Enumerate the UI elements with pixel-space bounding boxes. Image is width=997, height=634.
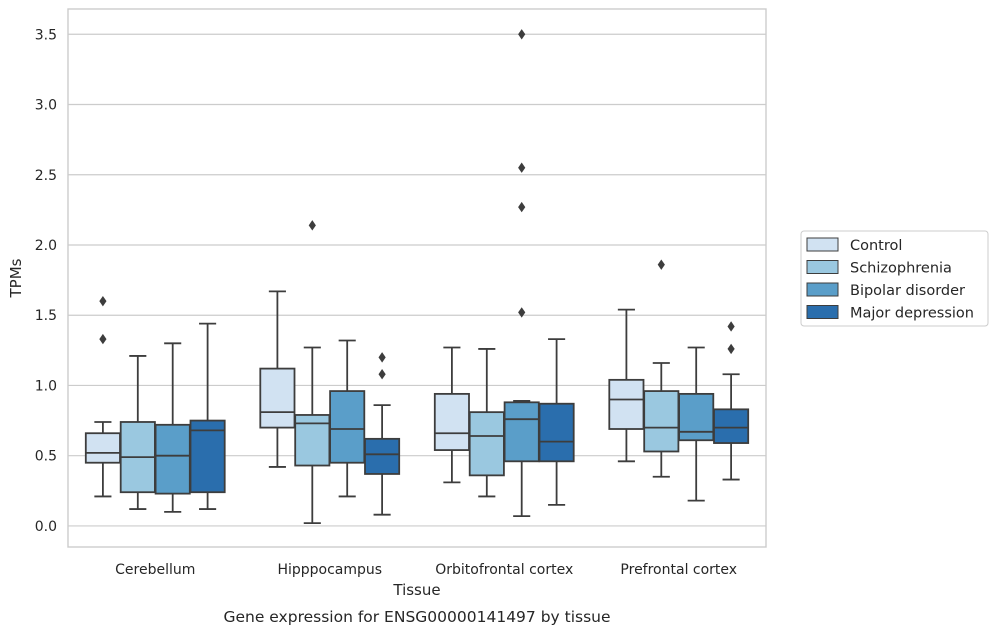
legend-items: Control Schizophrenia Bipolar disorder Majo… [806,237,974,322]
y-tick-label: 2.5 [35,168,57,184]
outlier-point [99,295,107,307]
x-tick-label: Prefrontal cortex [620,562,737,578]
y-tick-label: 2.0 [35,238,57,254]
box-orbitofrontal-cortex-bipolar-disorder [503,29,540,517]
outlier-point [378,369,386,380]
box-cerebellum-control [84,295,121,498]
y-axis-title: TPMs [7,258,25,298]
box-hipppocampus-bipolar-disorder [329,339,366,498]
chart-caption: Gene expression for ENSG00000141497 by t… [223,608,610,626]
outlier-point [308,220,316,231]
legend-swatch [806,282,839,297]
outlier-point [378,352,386,363]
box-cerebellum-bipolar-disorder [154,342,191,513]
outlier-point [518,307,526,318]
plot-frame [67,8,767,548]
box-cerebellum-schizophrenia [119,355,156,510]
x-axis-title: Tissue [392,581,440,599]
box-body [538,402,575,463]
legend-swatch [806,305,839,319]
box-body [433,392,470,451]
box-prefrontal-cortex-bipolar-disorder [678,346,715,502]
box-hipppocampus-schizophrenia [294,220,331,525]
legend: Control Schizophrenia Bipolar disorder Majo… [800,230,989,327]
y-tick-label: 1.5 [35,308,57,324]
box-body [154,423,191,495]
x-tick-label: Hipppocampus [277,562,382,578]
outlier-point [518,201,526,213]
x-tick-label: Cerebellum [115,562,195,578]
box-prefrontal-cortex-control [608,308,645,463]
box-body [608,378,645,430]
box-body [259,367,296,429]
box-hipppocampus-control [259,290,296,468]
legend-frame [800,230,989,327]
box-body [84,432,121,464]
legend-swatch [806,260,839,274]
y-tick-label: 3.0 [35,98,57,114]
legend-label: Schizophrenia [850,261,952,277]
legend-label: Major depression [850,306,974,322]
boxes [84,29,750,525]
box-body [503,401,540,463]
x-tick-labels: Cerebellum Hipppocampus Orbitofrontal cort… [115,562,737,578]
box-prefrontal-cortex-major-depression [713,321,750,481]
box-orbitofrontal-cortex-control [433,346,470,484]
y-tick-labels: 0.0 0.5 1.0 1.5 2.0 2.5 3.0 3.5 [35,27,57,535]
box-cerebellum-major-depression [189,322,226,510]
y-tick-label: 1.0 [35,378,57,394]
box-orbitofrontal-cortex-major-depression [538,338,575,506]
outlier-point [518,162,526,173]
box-prefrontal-cortex-schizophrenia [643,259,680,478]
box-body [678,392,715,442]
x-tick-label: Orbitofrontal cortex [435,562,573,578]
box-body [468,411,505,477]
legend-label: Control [850,238,902,254]
outlier-point [727,343,735,355]
box-body [713,408,750,444]
y-tick-label: 0.0 [35,519,57,535]
legend-label: Bipolar disorder [850,283,965,299]
box-body [364,437,401,475]
outlier-point [657,259,665,270]
outlier-point [727,321,735,332]
y-tick-label: 0.5 [35,449,57,465]
legend-swatch [806,237,839,252]
outlier-point [518,29,526,40]
outlier-point [99,333,107,345]
box-body [643,390,680,453]
box-orbitofrontal-cortex-schizophrenia [468,348,505,498]
y-tick-label: 3.5 [35,27,57,43]
box-body [329,390,366,464]
box-hipppocampus-major-depression [364,352,401,516]
box-body [189,419,226,494]
